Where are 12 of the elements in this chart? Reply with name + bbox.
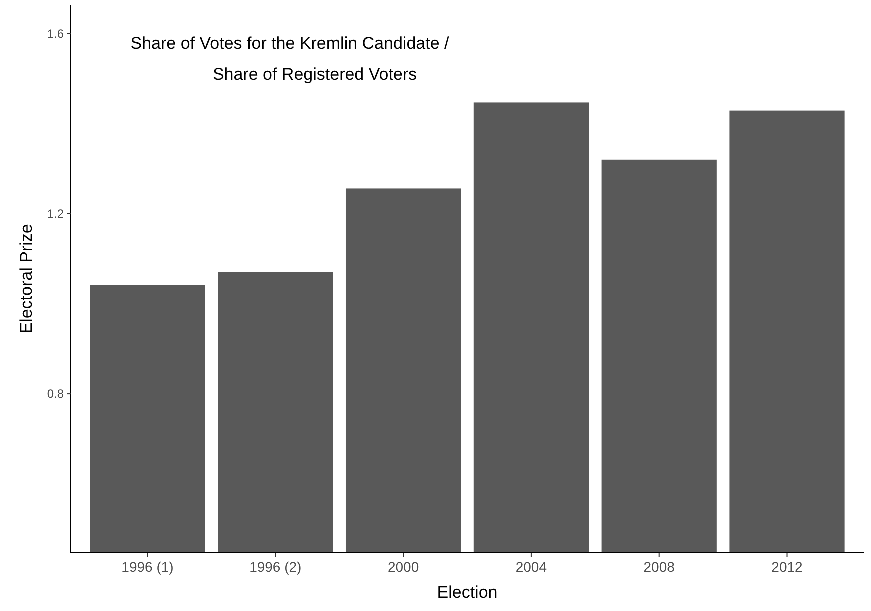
y-tick-label: 1.2 [47,207,64,222]
x-tick-label: 1996 (1) [122,559,174,575]
x-tick-label: 2000 [388,559,420,575]
x-tick-label: 1996 (2) [250,559,302,575]
y-axis-title: Electoral Prize [17,224,36,334]
y-tick-label: 1.6 [47,27,64,42]
x-tick-label: 2008 [644,559,676,575]
text: Share of Votes for the Kremlin Candidate / Share of Registered Voters [130,34,450,84]
x-tick-label: 2012 [772,559,804,575]
y-tick-label: 0.8 [47,387,64,402]
x-axis-title: Election [437,583,498,602]
x-tick-label: 2004 [516,559,548,575]
